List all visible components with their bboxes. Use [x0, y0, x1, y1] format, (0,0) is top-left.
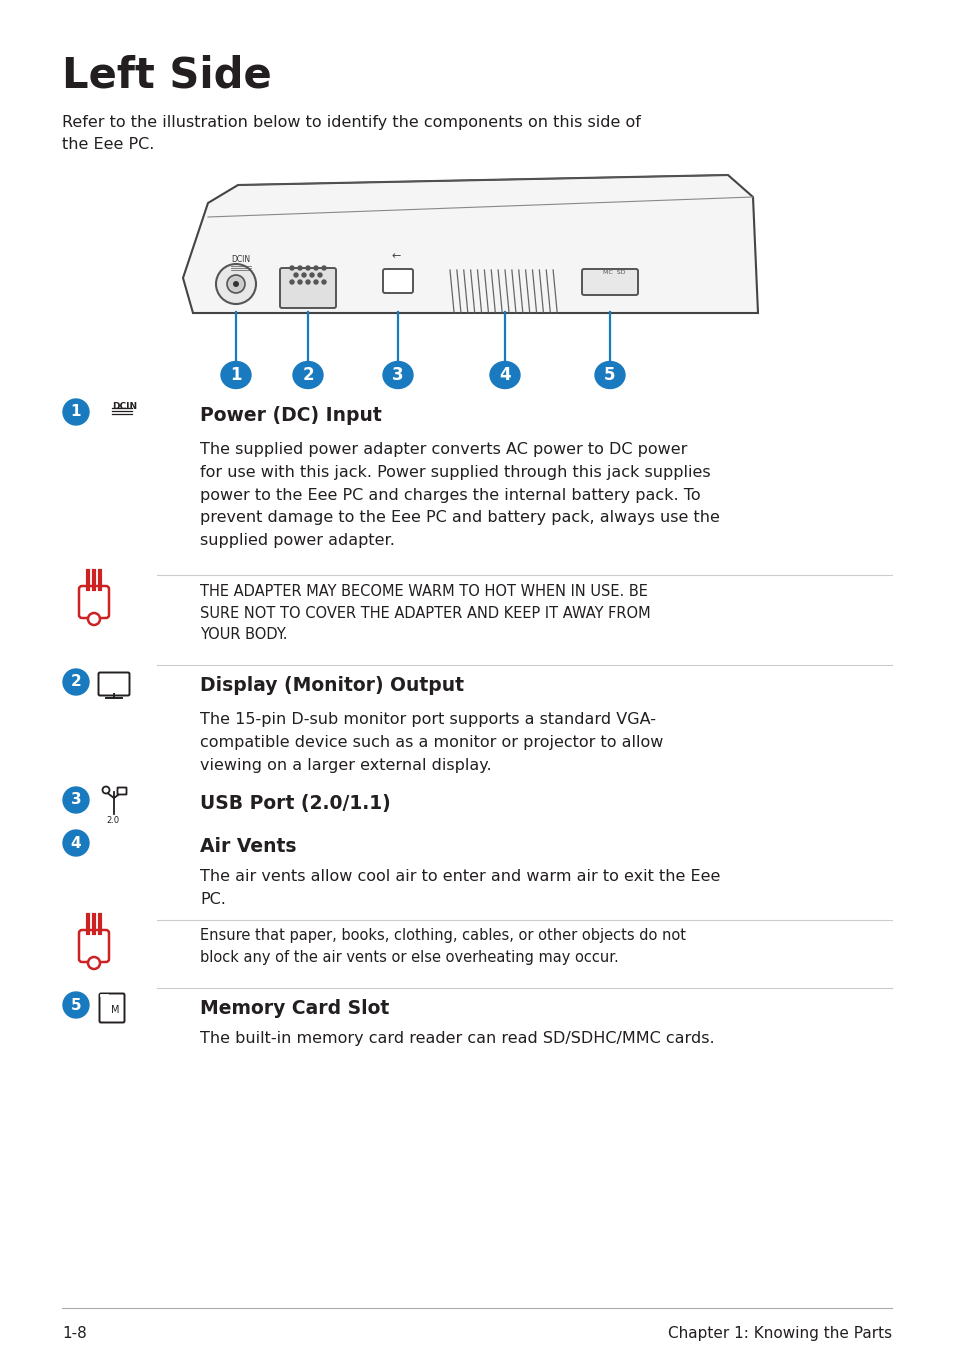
Ellipse shape — [63, 992, 89, 1018]
Polygon shape — [101, 995, 107, 997]
Text: Power (DC) Input: Power (DC) Input — [200, 406, 381, 425]
Text: 5: 5 — [71, 997, 81, 1012]
Ellipse shape — [293, 361, 323, 388]
Ellipse shape — [63, 399, 89, 425]
Ellipse shape — [63, 669, 89, 695]
Text: USB Port (2.0/1.1): USB Port (2.0/1.1) — [200, 794, 391, 813]
FancyBboxPatch shape — [98, 673, 130, 696]
Circle shape — [88, 957, 100, 969]
Text: 2.0: 2.0 — [107, 816, 119, 825]
Text: Left Side: Left Side — [62, 56, 272, 96]
Circle shape — [297, 266, 302, 270]
Circle shape — [314, 266, 317, 270]
Text: 5: 5 — [603, 366, 615, 384]
Circle shape — [317, 273, 322, 277]
Text: Display (Monitor) Output: Display (Monitor) Output — [200, 676, 463, 695]
Text: DCIN: DCIN — [112, 402, 137, 411]
Text: 2: 2 — [302, 366, 314, 384]
FancyBboxPatch shape — [79, 586, 109, 617]
Circle shape — [322, 280, 326, 284]
Circle shape — [297, 280, 302, 284]
FancyBboxPatch shape — [581, 269, 638, 294]
Circle shape — [294, 273, 297, 277]
FancyBboxPatch shape — [280, 267, 335, 308]
Text: Memory Card Slot: Memory Card Slot — [200, 999, 389, 1018]
Polygon shape — [183, 175, 758, 313]
Text: 4: 4 — [498, 366, 510, 384]
Ellipse shape — [63, 787, 89, 813]
Ellipse shape — [595, 361, 624, 388]
FancyBboxPatch shape — [99, 993, 125, 1023]
Circle shape — [302, 273, 306, 277]
Circle shape — [233, 281, 239, 286]
Text: 4: 4 — [71, 836, 81, 851]
Text: Chapter 1: Knowing the Parts: Chapter 1: Knowing the Parts — [667, 1326, 891, 1341]
Circle shape — [310, 273, 314, 277]
Text: 1: 1 — [71, 404, 81, 419]
Text: The 15-pin D-sub monitor port supports a standard VGA-
compatible device such as: The 15-pin D-sub monitor port supports a… — [200, 712, 662, 772]
Circle shape — [322, 266, 326, 270]
Circle shape — [88, 613, 100, 626]
Text: Air Vents: Air Vents — [200, 837, 296, 856]
Text: Refer to the illustration below to identify the components on this side of
the E: Refer to the illustration below to ident… — [62, 115, 640, 152]
Text: 3: 3 — [71, 792, 81, 807]
Ellipse shape — [382, 361, 413, 388]
Text: ←: ← — [391, 251, 400, 261]
Circle shape — [290, 266, 294, 270]
FancyBboxPatch shape — [117, 787, 127, 794]
Circle shape — [314, 280, 317, 284]
Ellipse shape — [221, 361, 251, 388]
Text: DCIN: DCIN — [231, 255, 250, 265]
Circle shape — [215, 265, 255, 304]
Text: The air vents allow cool air to enter and warm air to exit the Eee
PC.: The air vents allow cool air to enter an… — [200, 868, 720, 906]
Text: MC  SD: MC SD — [602, 270, 624, 275]
Circle shape — [306, 280, 310, 284]
Text: THE ADAPTER MAY BECOME WARM TO HOT WHEN IN USE. BE
SURE NOT TO COVER THE ADAPTER: THE ADAPTER MAY BECOME WARM TO HOT WHEN … — [200, 584, 650, 642]
Text: 2: 2 — [71, 674, 81, 689]
Text: The built-in memory card reader can read SD/SDHC/MMC cards.: The built-in memory card reader can read… — [200, 1031, 714, 1046]
Text: Ensure that paper, books, clothing, cables, or other objects do not
block any of: Ensure that paper, books, clothing, cabl… — [200, 928, 685, 965]
Ellipse shape — [63, 830, 89, 856]
Circle shape — [227, 275, 245, 293]
Ellipse shape — [490, 361, 519, 388]
Circle shape — [306, 266, 310, 270]
Text: The supplied power adapter converts AC power to DC power
for use with this jack.: The supplied power adapter converts AC p… — [200, 442, 720, 548]
Circle shape — [290, 280, 294, 284]
FancyBboxPatch shape — [79, 930, 109, 962]
Text: 3: 3 — [392, 366, 403, 384]
Text: 1-8: 1-8 — [62, 1326, 87, 1341]
FancyBboxPatch shape — [382, 269, 413, 293]
Circle shape — [102, 787, 110, 794]
Text: M: M — [111, 1006, 119, 1015]
Text: 1: 1 — [230, 366, 241, 384]
